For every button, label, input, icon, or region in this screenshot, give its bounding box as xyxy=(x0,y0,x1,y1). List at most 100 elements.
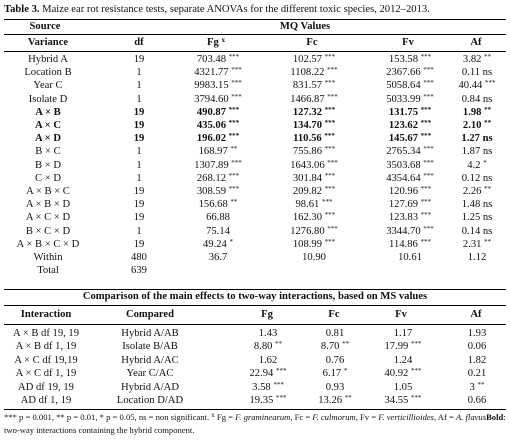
source-header: Source xyxy=(29,21,61,32)
df-header: df xyxy=(134,37,144,48)
fg-cell: 1.62 xyxy=(258,354,278,366)
af-cell: 1.98 ** xyxy=(462,105,492,118)
fv-cell: 4354.64 *** xyxy=(386,171,434,184)
fc-cell: 1643.06 *** xyxy=(290,158,338,171)
af-cell: 3 ** xyxy=(469,380,485,393)
df-cell: 19 xyxy=(133,199,145,211)
fv-cell: 17.99 *** xyxy=(384,340,422,353)
fg-header-2: Fg xyxy=(261,309,273,320)
fc-cell: 108.99 *** xyxy=(292,237,336,250)
fc-cell: 0.81 xyxy=(325,328,345,339)
comparison-title: Comparison of the main effects to two-wa… xyxy=(82,291,428,302)
variance-cell: A × B × C × D xyxy=(16,238,80,250)
fg-cell: 3794.60 *** xyxy=(194,92,242,105)
fv-cell: 153.58 *** xyxy=(388,53,432,66)
mq-values-header: MQ Values xyxy=(279,21,331,32)
variance-cell: Isolate D xyxy=(28,93,68,105)
af-header-2: Af xyxy=(470,309,482,320)
df-cell: 19 xyxy=(133,238,145,250)
fc-header-2: Fc xyxy=(328,309,340,320)
af-cell: 3.82 ** xyxy=(462,53,492,66)
fc-cell: 10.90 xyxy=(302,252,326,263)
fc-cell: 0.93 xyxy=(325,381,345,393)
df-cell: 1 xyxy=(136,172,142,184)
fc-cell: 127.32 *** xyxy=(292,105,336,118)
compared-header: Compared xyxy=(125,309,175,320)
interaction-cell: A × B df 1, 19 xyxy=(15,341,77,353)
fv-cell: 1.05 xyxy=(393,381,413,393)
table-caption: Table 3. Maize ear rot resistance tests,… xyxy=(4,4,430,15)
af-cell: 0.14 ns xyxy=(461,225,493,237)
variance-cell: Hybrid A xyxy=(28,54,68,65)
fc-cell: 102.57 *** xyxy=(292,53,336,66)
variance-cell: Year C xyxy=(33,80,63,92)
af-cell: 0.84 ns xyxy=(461,93,493,105)
af-cell: 1.25 ns xyxy=(461,212,493,224)
interaction-cell: A × C df 19,19 xyxy=(14,354,78,366)
fg-cell: 490.87 *** xyxy=(196,105,240,118)
fv-cell: 3503.68 *** xyxy=(386,158,434,171)
fv-cell: 34.55 *** xyxy=(384,394,422,407)
comparison-header-rule xyxy=(4,324,506,325)
af-cell: 1.93 xyxy=(467,328,487,339)
interaction-header: Interaction xyxy=(20,309,72,320)
fv-cell: 114.86 *** xyxy=(389,237,431,250)
df-cell: 19 xyxy=(133,133,145,145)
interaction-cell: AD df 1, 19 xyxy=(20,395,72,406)
fv-cell: 120.96 *** xyxy=(388,185,432,198)
fg-cell: 8.80 ** xyxy=(253,340,283,353)
fc-cell: 1276.80 *** xyxy=(290,224,338,237)
fg-cell: 4321.77 *** xyxy=(194,66,242,79)
variance-cell: Location B xyxy=(24,67,72,79)
fv-cell: 40.92 *** xyxy=(384,367,422,380)
fv-cell: 131.75 *** xyxy=(388,105,432,118)
bottom-rule xyxy=(4,409,506,411)
fc-cell: 110.56 *** xyxy=(293,132,335,145)
fc-cell: 13.26 ** xyxy=(318,394,352,407)
fv-cell: 10.61 xyxy=(398,252,422,263)
af-cell: 40.44 *** xyxy=(458,79,496,92)
fg-header: Fg x xyxy=(207,36,225,49)
interaction-cell: AD df 19, 19 xyxy=(18,381,74,393)
af-cell: 4.2 * xyxy=(467,158,487,171)
fg-cell: 268.12 *** xyxy=(196,171,240,184)
fc-cell: 98.61 *** xyxy=(295,198,333,211)
df-cell: 19 xyxy=(133,186,145,197)
af-cell: 1.27 ns xyxy=(461,133,493,145)
af-cell: 2.10 ** xyxy=(462,119,492,132)
variance-cell: Within xyxy=(33,252,63,263)
variance-cell: B × C × D xyxy=(25,225,71,237)
variance-cell: B × D xyxy=(35,159,61,171)
fv-cell: 1.24 xyxy=(393,354,413,366)
interaction-cell: A × B df 19, 19 xyxy=(12,328,80,339)
significance-note: *** p = 0.001, ** p = 0.01, * p = 0.05, … xyxy=(4,412,210,422)
fg-cell: 9983.15 *** xyxy=(194,79,242,92)
af-cell: 0.06 xyxy=(467,341,487,353)
fg-cell: 308.59 *** xyxy=(196,185,240,198)
fg-cell: 435.06 *** xyxy=(196,119,240,132)
af-cell: 0.11 ns xyxy=(461,67,493,79)
af-cell: 0.12 ns xyxy=(461,172,493,184)
compared-cell: Hybrid A/AD xyxy=(121,381,179,393)
fc-cell: 755.86 *** xyxy=(292,145,336,158)
fv-cell: 5033.99 *** xyxy=(386,92,434,105)
compared-cell: Location D/AD xyxy=(116,395,184,406)
caption-label: Table 3. xyxy=(4,4,40,15)
top-rule xyxy=(4,19,506,21)
df-cell: 1 xyxy=(136,146,142,158)
fv-header-2: Fv xyxy=(395,309,407,320)
variance-header: Variance xyxy=(27,37,69,48)
af-header: Af xyxy=(470,37,482,48)
fv-cell: 1.17 xyxy=(393,328,413,339)
fg-cell: 156.68 ** xyxy=(198,198,238,211)
af-cell: 1.82 xyxy=(467,354,487,366)
fv-header: Fv xyxy=(402,37,414,48)
compared-cell: Hybrid A/AC xyxy=(121,354,179,366)
df-cell: 1 xyxy=(136,67,142,79)
df-cell: 19 xyxy=(133,106,145,118)
fg-cell: 66.88 xyxy=(206,212,230,224)
df-cell: 19 xyxy=(133,212,145,224)
af-cell: 2.26 ** xyxy=(462,185,492,198)
fg-cell: 19.35 *** xyxy=(249,394,287,407)
